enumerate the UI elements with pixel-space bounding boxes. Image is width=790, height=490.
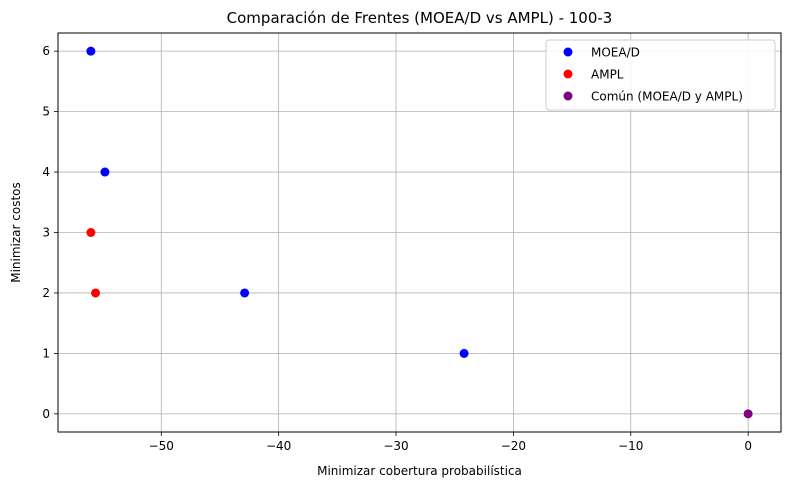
y-axis-label: Minimizar costos (9, 182, 23, 283)
data-points (86, 46, 753, 419)
legend-marker (563, 47, 573, 57)
y-tick-label: 4 (42, 165, 50, 179)
x-tick-label: 0 (744, 439, 752, 453)
y-tick-label: 2 (42, 286, 50, 300)
data-point-series-1 (86, 228, 96, 237)
legend-marker (563, 91, 573, 101)
x-axis-ticks: −50 −40 −30 −20 −10 0 (149, 432, 752, 453)
data-point-series-2 (743, 409, 753, 419)
x-tick-label: −10 (618, 439, 643, 453)
x-tick-label: −40 (266, 439, 291, 453)
x-tick-label: −30 (383, 439, 408, 453)
y-tick-label: 0 (42, 407, 50, 421)
legend-label: AMPL (591, 68, 624, 82)
x-tick-label: −20 (501, 439, 526, 453)
data-point-series-0 (86, 46, 96, 56)
legend-label: Común (MOEA/D y AMPL) (591, 90, 743, 104)
x-axis-label: Minimizar cobertura probabilística (317, 464, 522, 478)
data-point-series-0 (459, 348, 469, 358)
legend: MOEA/D AMPL Común (MOEA/D y AMPL) (545, 39, 776, 111)
y-axis-ticks: 0 1 2 3 4 5 6 (42, 44, 58, 421)
data-point-series-0 (240, 288, 250, 298)
data-point-series-1 (91, 288, 101, 298)
x-tick-label: −50 (149, 439, 174, 453)
chart-title: Comparación de Frentes (MOEA/D vs AMPL) … (227, 9, 613, 27)
y-tick-label: 1 (42, 346, 50, 360)
data-point-series-0 (100, 167, 110, 177)
legend-label: MOEA/D (591, 46, 640, 60)
legend-box (545, 39, 776, 111)
plot-area-frame (57, 32, 782, 433)
y-tick-label: 3 (42, 226, 50, 240)
y-tick-label: 5 (42, 105, 50, 119)
legend-marker (563, 69, 573, 79)
y-tick-label: 6 (42, 44, 50, 58)
